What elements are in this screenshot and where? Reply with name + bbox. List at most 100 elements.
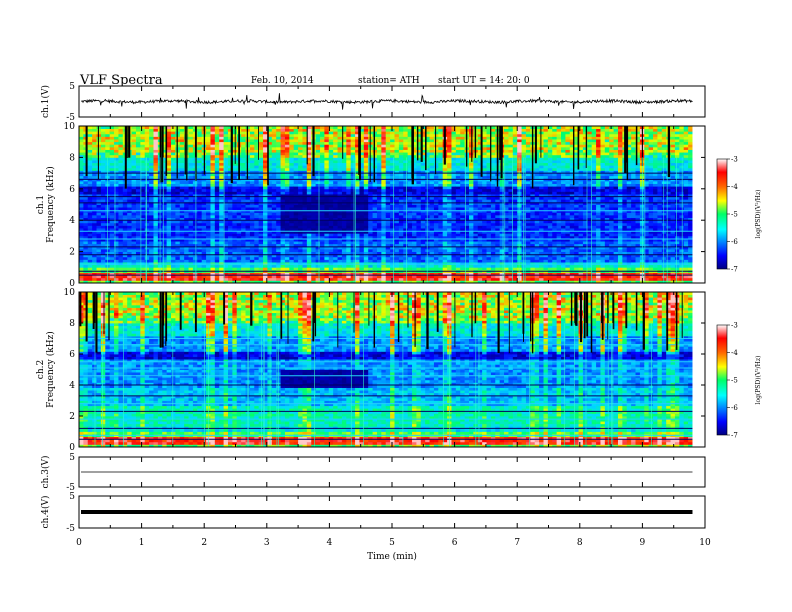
spectrogram-cell [258, 175, 264, 179]
spectrogram-cell [184, 254, 189, 258]
spectrogram-cell [249, 246, 255, 250]
spectrogram-cell [302, 188, 308, 192]
spectrogram-cell [114, 238, 119, 242]
spectrogram-cell [241, 128, 246, 132]
spectrogram-cell [407, 235, 413, 239]
spectrogram-cell [315, 196, 321, 200]
spectrogram-cell [433, 267, 439, 271]
spectrogram-cell [197, 133, 203, 137]
spectrogram-cell [416, 277, 422, 281]
spectrogram-cell [135, 141, 141, 145]
spectrogram-cell [433, 233, 439, 237]
spectrogram-cell [398, 277, 404, 281]
spectrogram-cell [302, 196, 308, 200]
spectrogram-cell [416, 165, 422, 169]
spectrogram-cell [429, 144, 435, 148]
spectrogram-cell [131, 154, 137, 158]
spectrogram-cell [263, 214, 268, 218]
spectrogram-cell [258, 280, 264, 284]
spectrogram-cell [438, 275, 444, 279]
spectrogram-cell [381, 241, 387, 245]
spectrogram-cell [100, 217, 106, 221]
spectrogram-cell [79, 180, 84, 184]
spectrogram-cell [96, 280, 102, 284]
spectrogram-cell [192, 228, 198, 232]
spectrogram-cell [363, 144, 369, 148]
spectrogram-cell [341, 228, 347, 232]
spectrogram-cell [263, 264, 268, 268]
spectrogram-cell [385, 194, 391, 198]
spectrogram-cell [346, 167, 352, 171]
spectrogram-cell [298, 144, 303, 148]
spectrogram-cell [324, 186, 330, 190]
spectrogram-cell [245, 217, 251, 221]
spectrogram-cell [315, 141, 321, 145]
spectrogram-cell [223, 267, 229, 271]
spectrogram-cell [302, 126, 308, 130]
spectrogram-cell [254, 194, 260, 198]
spectrogram-cell [293, 248, 299, 252]
spectrogram-cell [79, 173, 84, 177]
spectrogram-cell [293, 139, 299, 143]
spectrogram-cell [328, 167, 334, 171]
spectrogram-cell [171, 165, 176, 169]
spectrogram-cell [245, 222, 251, 226]
spectrogram-cell [188, 212, 194, 216]
spectrogram-cell [284, 196, 290, 200]
spectrogram-cell [328, 175, 334, 179]
spectrogram-cell [306, 141, 312, 145]
spectrogram-cell [271, 126, 277, 130]
spectrogram-cell [131, 275, 137, 279]
spectrogram-cell [315, 225, 321, 229]
spectrogram-cell [188, 235, 194, 239]
spectrogram-cell [223, 146, 229, 150]
spectrogram-cell [271, 256, 277, 260]
spectrogram-cell [175, 243, 181, 247]
spectrogram-cell [315, 183, 321, 187]
spectrogram-cell [416, 157, 422, 161]
spectrogram-cell [100, 280, 106, 284]
spectrogram-cell [289, 175, 295, 179]
spectrogram-cell [153, 238, 159, 242]
spectrogram-cell [293, 254, 299, 258]
spectrogram-cell [398, 246, 404, 250]
spectrogram-cell [241, 243, 246, 247]
spectrogram-cell [315, 154, 321, 158]
spectrogram-cell [390, 238, 395, 242]
spectrogram-cell [79, 146, 84, 150]
spectrogram-cell [131, 277, 137, 281]
spectrogram-cell [245, 264, 251, 268]
spectrogram-cell [227, 188, 233, 192]
spectrogram-cell [162, 126, 168, 130]
spectrogram-cell [210, 154, 216, 158]
spectrogram-cell [311, 246, 317, 250]
spectrogram-cell [210, 167, 216, 171]
spectrogram-cell [302, 238, 308, 242]
spectrogram-cell [223, 233, 229, 237]
spectrogram-cell [350, 126, 356, 130]
spectrogram-cell [289, 196, 295, 200]
spectrogram-cell [227, 191, 233, 195]
spectrogram-cell [175, 212, 181, 216]
spectrogram-cell [284, 254, 290, 258]
spectrogram-cell [179, 157, 185, 161]
spectrogram-cell [114, 170, 119, 174]
spectrogram-cell [149, 180, 154, 184]
spectrogram-cell [333, 207, 338, 211]
spectrogram-cell [346, 173, 352, 177]
spectrogram-cell [390, 256, 395, 260]
spectrogram-cell [333, 214, 338, 218]
spectrogram-cell [206, 186, 211, 190]
spectrogram-cell [149, 233, 154, 237]
spectrogram-cell [372, 275, 378, 279]
spectrogram-cell [197, 136, 203, 140]
spectrogram-cell [416, 207, 422, 211]
spectrogram-cell [223, 152, 229, 156]
spectrogram-cell [188, 267, 194, 271]
spectrogram-cell [315, 275, 321, 279]
spectrogram-cell [355, 262, 360, 266]
spectrogram-cell [188, 217, 194, 221]
spectrogram-cell [368, 251, 373, 255]
spectrogram-cell [302, 152, 308, 156]
spectrogram-cell [280, 128, 286, 132]
